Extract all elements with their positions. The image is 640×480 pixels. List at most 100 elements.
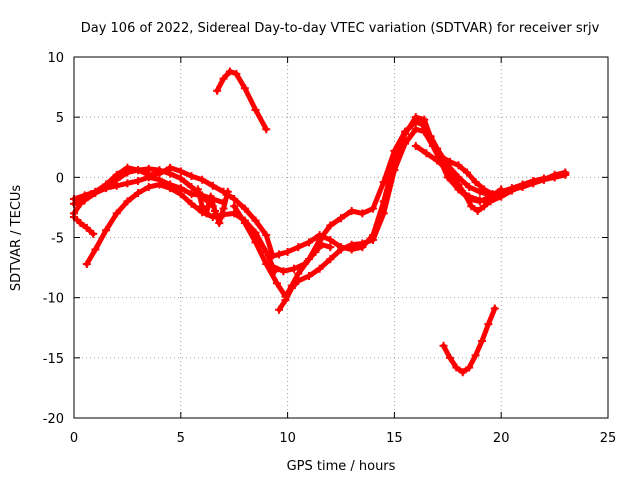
y-tick-label: -5 (51, 232, 64, 247)
data-point (91, 245, 100, 254)
data-point (281, 296, 290, 305)
data-point (166, 169, 175, 178)
data-point (155, 166, 164, 175)
data-point (290, 264, 299, 273)
data-point (561, 168, 570, 177)
data-point (518, 182, 527, 191)
data-point (458, 368, 467, 377)
data-point (484, 320, 493, 329)
data-point (358, 209, 367, 218)
data-point (187, 199, 196, 208)
data-point (123, 197, 132, 206)
data-point (275, 250, 284, 259)
data-point (454, 180, 463, 189)
data-point (219, 74, 228, 83)
data-point (315, 264, 324, 273)
data-point (210, 207, 219, 216)
y-tick-label: -20 (43, 412, 64, 427)
data-point (87, 190, 96, 199)
data-point (379, 197, 388, 206)
data-point (326, 221, 335, 230)
data-point (311, 247, 320, 256)
data-point (176, 167, 185, 176)
data-point (369, 231, 378, 240)
data-point (390, 156, 399, 165)
y-tick-label: 0 (56, 171, 64, 186)
data-point (550, 170, 559, 179)
data-point (304, 238, 313, 247)
data-point (262, 231, 271, 240)
data-point (452, 363, 461, 372)
series-arc-12 (437, 152, 506, 199)
data-point (401, 130, 410, 139)
data-point (275, 305, 284, 314)
data-point (262, 247, 271, 256)
data-point (279, 267, 288, 276)
data-point (89, 229, 98, 238)
y-tick-label: 10 (47, 51, 64, 66)
data-point (358, 243, 367, 252)
data-point (187, 172, 196, 181)
data-point (76, 199, 85, 208)
data-point (411, 142, 420, 151)
series-arc-13 (439, 304, 499, 377)
data-point (294, 243, 303, 252)
data-point (82, 223, 91, 232)
data-point (102, 182, 111, 191)
data-point (112, 209, 121, 218)
data-point (123, 168, 132, 177)
data-point (326, 243, 335, 252)
data-point (198, 175, 207, 184)
data-point (315, 231, 324, 240)
data-point (134, 166, 143, 175)
series-arc-6 (213, 67, 271, 134)
data-point (193, 185, 202, 194)
data-point (480, 185, 489, 194)
data-point (251, 105, 260, 114)
data-point (187, 190, 196, 199)
data-point (76, 219, 85, 228)
data-point (326, 235, 335, 244)
data-point (433, 156, 442, 165)
data-point (411, 125, 420, 134)
x-tick-label: 10 (279, 431, 296, 446)
data-point (102, 226, 111, 235)
y-tick-label: -15 (43, 352, 64, 367)
data-point (134, 188, 143, 197)
x-tick-label: 25 (600, 431, 617, 446)
data-point (262, 259, 271, 268)
data-point (490, 304, 499, 313)
data-point (213, 86, 222, 95)
data-point (198, 202, 207, 211)
data-point (420, 115, 429, 124)
data-point (529, 179, 538, 188)
data-point (240, 204, 249, 213)
grid-lines (74, 57, 608, 418)
data-point (134, 176, 143, 185)
data-point (219, 204, 228, 213)
data-point (208, 181, 217, 190)
data-point (471, 351, 480, 360)
series-line (71, 166, 216, 216)
data-point (326, 255, 335, 264)
data-point (294, 269, 303, 278)
data-point (480, 202, 489, 211)
data-point (166, 184, 175, 193)
data-point (428, 139, 437, 148)
data-point (176, 190, 185, 199)
data-point (439, 341, 448, 350)
data-point (272, 279, 281, 288)
data-point (473, 207, 482, 216)
data-point (240, 219, 249, 228)
data-point (304, 272, 313, 281)
data-point (251, 216, 260, 225)
data-point (445, 157, 454, 166)
data-point (202, 209, 211, 218)
data-point (337, 243, 345, 252)
data-point (187, 182, 196, 191)
plot-area (70, 67, 570, 377)
series-arc-10 (268, 240, 335, 276)
y-tick-label: -10 (43, 292, 64, 307)
data-point (477, 336, 486, 345)
data-point (225, 67, 234, 76)
